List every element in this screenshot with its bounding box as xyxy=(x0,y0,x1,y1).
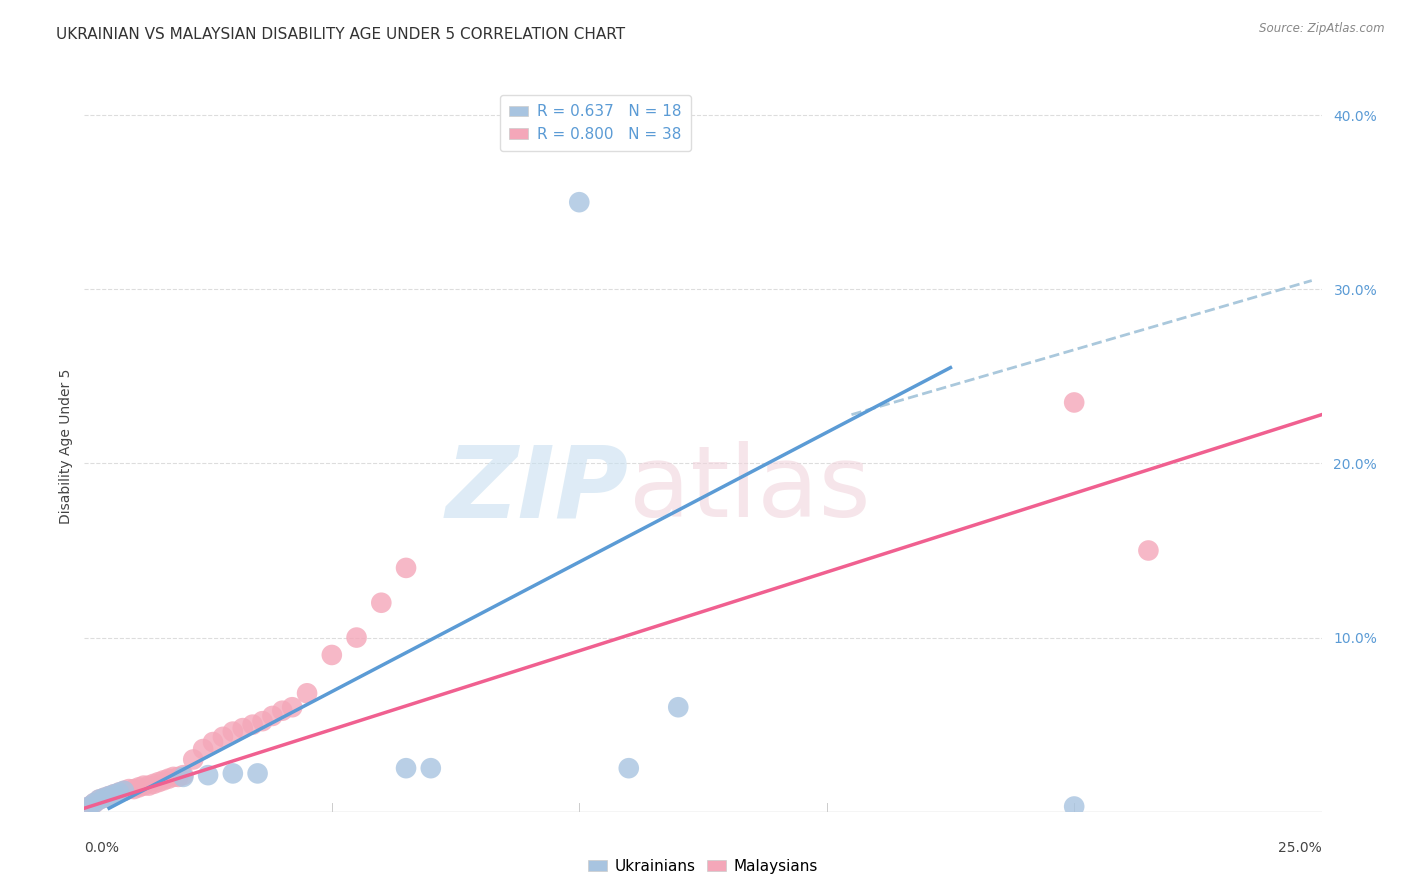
Y-axis label: Disability Age Under 5: Disability Age Under 5 xyxy=(59,368,73,524)
Point xyxy=(246,766,269,780)
Point xyxy=(172,768,194,782)
Point xyxy=(148,775,170,789)
Point xyxy=(172,770,194,784)
Point xyxy=(212,730,235,744)
Text: Source: ZipAtlas.com: Source: ZipAtlas.com xyxy=(1260,22,1385,36)
Point xyxy=(232,721,254,735)
Point xyxy=(262,709,284,723)
Point xyxy=(395,761,418,775)
Point xyxy=(138,779,160,793)
Text: 0.0%: 0.0% xyxy=(84,841,120,855)
Point xyxy=(103,787,125,801)
Point xyxy=(202,735,225,749)
Point xyxy=(191,742,214,756)
Point xyxy=(252,714,274,728)
Point xyxy=(295,686,318,700)
Point xyxy=(128,780,150,795)
Point xyxy=(167,770,190,784)
Point xyxy=(93,790,115,805)
Point xyxy=(98,789,121,803)
Text: atlas: atlas xyxy=(628,442,870,539)
Point xyxy=(1137,543,1160,558)
Point xyxy=(281,700,304,714)
Point xyxy=(222,724,245,739)
Point xyxy=(103,787,125,801)
Point xyxy=(112,784,135,798)
Point xyxy=(112,784,135,798)
Point xyxy=(222,766,245,780)
Point xyxy=(395,561,418,575)
Point xyxy=(242,717,264,731)
Point xyxy=(617,761,640,775)
Point xyxy=(79,799,101,814)
Point xyxy=(152,773,174,788)
Point xyxy=(89,792,111,806)
Point xyxy=(108,786,131,800)
Point xyxy=(197,768,219,782)
Text: 25.0%: 25.0% xyxy=(1278,841,1322,855)
Point xyxy=(79,799,101,814)
Point xyxy=(568,195,591,210)
Point xyxy=(157,772,180,786)
Point xyxy=(321,648,343,662)
Point xyxy=(1063,395,1085,409)
Point xyxy=(93,790,115,805)
Point xyxy=(108,786,131,800)
Point xyxy=(118,782,141,797)
Point xyxy=(83,796,105,810)
Point xyxy=(181,752,204,766)
Point xyxy=(1063,799,1085,814)
Legend: Ukrainians, Malaysians: Ukrainians, Malaysians xyxy=(582,853,824,880)
Point xyxy=(89,792,111,806)
Legend: R = 0.637   N = 18, R = 0.800   N = 38: R = 0.637 N = 18, R = 0.800 N = 38 xyxy=(501,95,690,152)
Point xyxy=(271,704,294,718)
Point xyxy=(419,761,441,775)
Point xyxy=(132,779,155,793)
Point xyxy=(98,789,121,803)
Point xyxy=(142,777,165,791)
Point xyxy=(666,700,689,714)
Point xyxy=(83,796,105,810)
Point xyxy=(162,770,184,784)
Point xyxy=(346,631,368,645)
Text: UKRAINIAN VS MALAYSIAN DISABILITY AGE UNDER 5 CORRELATION CHART: UKRAINIAN VS MALAYSIAN DISABILITY AGE UN… xyxy=(56,27,626,42)
Point xyxy=(370,596,392,610)
Text: ZIP: ZIP xyxy=(446,442,628,539)
Point xyxy=(122,782,145,797)
